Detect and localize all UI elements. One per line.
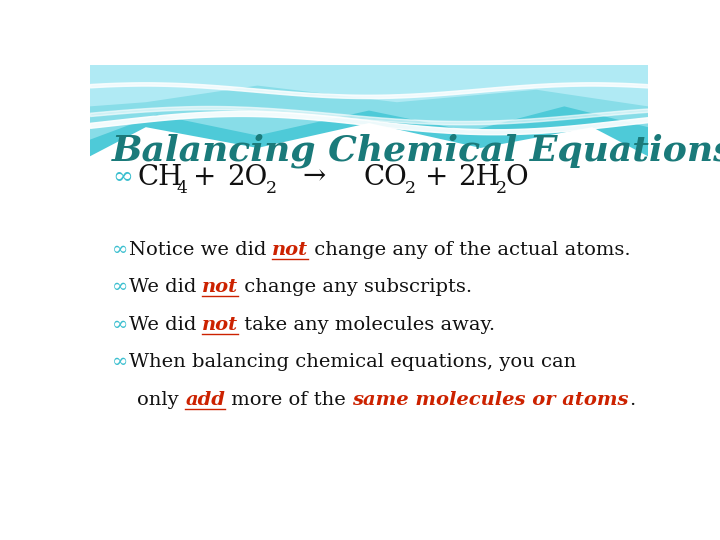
Text: CO: CO [364, 164, 408, 191]
Text: ∞: ∞ [112, 353, 129, 371]
Text: We did: We did [129, 316, 202, 334]
Text: O: O [505, 164, 528, 191]
Text: only: only [138, 390, 185, 409]
Polygon shape [90, 65, 648, 140]
Text: add: add [185, 390, 225, 409]
Text: We did: We did [129, 278, 202, 296]
Text: not: not [272, 241, 308, 259]
Text: ∞: ∞ [112, 166, 133, 188]
Text: more of the: more of the [225, 390, 352, 409]
Text: 2H: 2H [459, 164, 500, 191]
Text: not: not [202, 278, 238, 296]
Text: +: + [425, 164, 448, 191]
Text: not: not [202, 316, 238, 334]
Polygon shape [90, 65, 648, 156]
Text: 2O: 2O [227, 164, 267, 191]
Text: 4: 4 [176, 180, 187, 197]
Text: .: . [629, 390, 635, 409]
Text: take any molecules away.: take any molecules away. [238, 316, 495, 334]
Text: Notice we did: Notice we did [129, 241, 272, 259]
Text: CH: CH [138, 164, 183, 191]
Text: Balancing Chemical Equations: Balancing Chemical Equations [112, 133, 720, 168]
Text: When balancing chemical equations, you can: When balancing chemical equations, you c… [129, 353, 576, 371]
Polygon shape [90, 65, 648, 106]
Text: ∞: ∞ [112, 241, 129, 259]
Text: 2: 2 [496, 180, 508, 197]
Text: 2: 2 [405, 180, 416, 197]
Text: ∞: ∞ [112, 316, 129, 334]
Text: 2: 2 [266, 180, 277, 197]
Text: change any subscripts.: change any subscripts. [238, 278, 472, 296]
Text: →: → [302, 164, 325, 191]
Text: change any of the actual atoms.: change any of the actual atoms. [308, 241, 631, 259]
Text: same molecules or atoms: same molecules or atoms [352, 390, 629, 409]
Text: ∞: ∞ [112, 278, 129, 296]
Text: +: + [193, 164, 217, 191]
